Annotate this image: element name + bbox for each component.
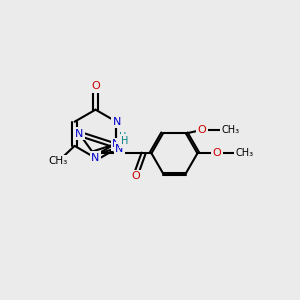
Text: CH₃: CH₃	[236, 148, 254, 158]
Text: O: O	[131, 171, 140, 181]
Text: CH₃: CH₃	[221, 125, 239, 135]
Text: N: N	[113, 117, 121, 127]
Text: O: O	[198, 125, 206, 135]
Text: O: O	[91, 81, 100, 91]
Text: N: N	[115, 144, 124, 154]
Text: O: O	[212, 148, 221, 158]
Text: N: N	[112, 140, 121, 149]
Text: H: H	[119, 132, 127, 142]
Text: CH₃: CH₃	[49, 156, 68, 166]
Text: H: H	[121, 136, 128, 146]
Text: N: N	[75, 129, 83, 139]
Text: N: N	[91, 153, 100, 163]
